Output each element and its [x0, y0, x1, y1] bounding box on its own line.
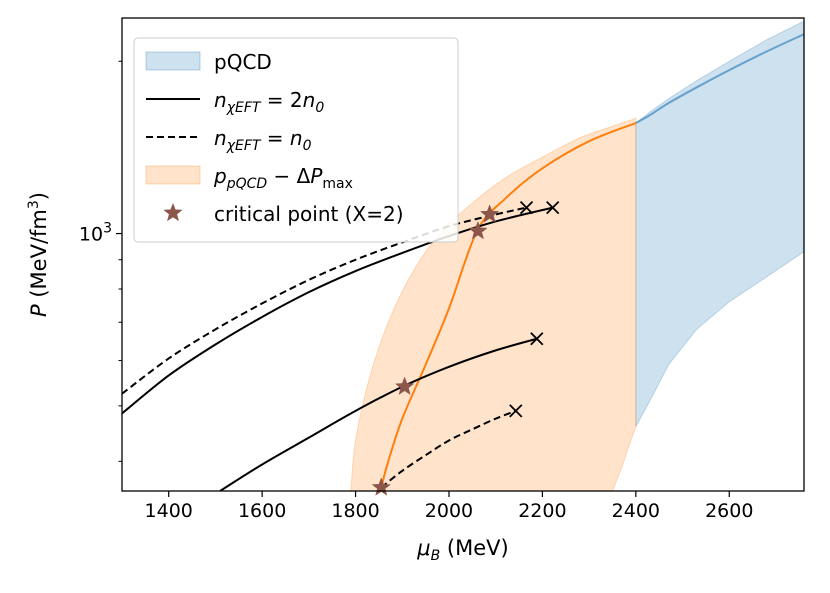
pmax-band	[350, 117, 637, 491]
series-line-1	[380, 122, 637, 488]
critical-point-1	[468, 220, 488, 240]
y-axis-title: P (MeV/fm3)	[26, 192, 51, 317]
markers-layer	[371, 200, 560, 496]
legend-swatch-pqcd	[145, 51, 201, 71]
legend: pQCD nχEFT = 2n0 nχEFT = n0 ppQCD − ΔPmax cr…	[133, 37, 459, 243]
axis-titles: μB (MeV) P (MeV/fm3)	[26, 192, 509, 564]
legend-label-crit: critical point (X=2)	[214, 202, 404, 226]
legend-label-n1: nχEFT = n0	[214, 126, 312, 154]
plot-frame	[121, 17, 805, 492]
legend-label-pqcd: pQCD	[214, 50, 272, 74]
x-tick-label: 1400	[145, 500, 193, 522]
pqcd-center-line	[635, 33, 804, 124]
end-marker-4	[509, 404, 523, 418]
lines-layer	[122, 122, 637, 491]
x-tick-label: 2600	[705, 500, 753, 522]
x-tick-label: 2200	[518, 500, 566, 522]
x-tick-label: 2000	[425, 500, 473, 522]
legend-swatch-pmax	[145, 165, 201, 185]
y-axis-ticks: 103	[79, 60, 122, 462]
series-line-3	[122, 206, 527, 395]
legend-label-pmax: ppQCD − ΔPmax	[213, 164, 353, 192]
series-line-5	[380, 409, 517, 489]
x-axis-title: μB (MeV)	[416, 536, 508, 564]
critical-point-2	[479, 204, 500, 223]
legend-box	[133, 37, 459, 243]
bands-layer	[350, 20, 804, 491]
end-marker-1	[546, 200, 560, 215]
series-line-4	[219, 337, 538, 491]
x-axis-ticks: 1400 1600 1800 2000 2200 2400 2600	[145, 491, 753, 522]
legend-swatch-crit	[163, 202, 183, 222]
pqcd-band	[635, 20, 804, 427]
x-tick-label: 2400	[612, 500, 660, 522]
x-tick-label: 1800	[331, 500, 379, 522]
critical-point-3	[394, 376, 415, 395]
y-tick-label: 103	[79, 221, 112, 246]
x-tick-label: 1600	[238, 500, 286, 522]
legend-label-n2: nχEFT = 2n0	[214, 88, 324, 116]
end-marker-3	[530, 332, 544, 346]
end-marker-2	[519, 200, 534, 215]
